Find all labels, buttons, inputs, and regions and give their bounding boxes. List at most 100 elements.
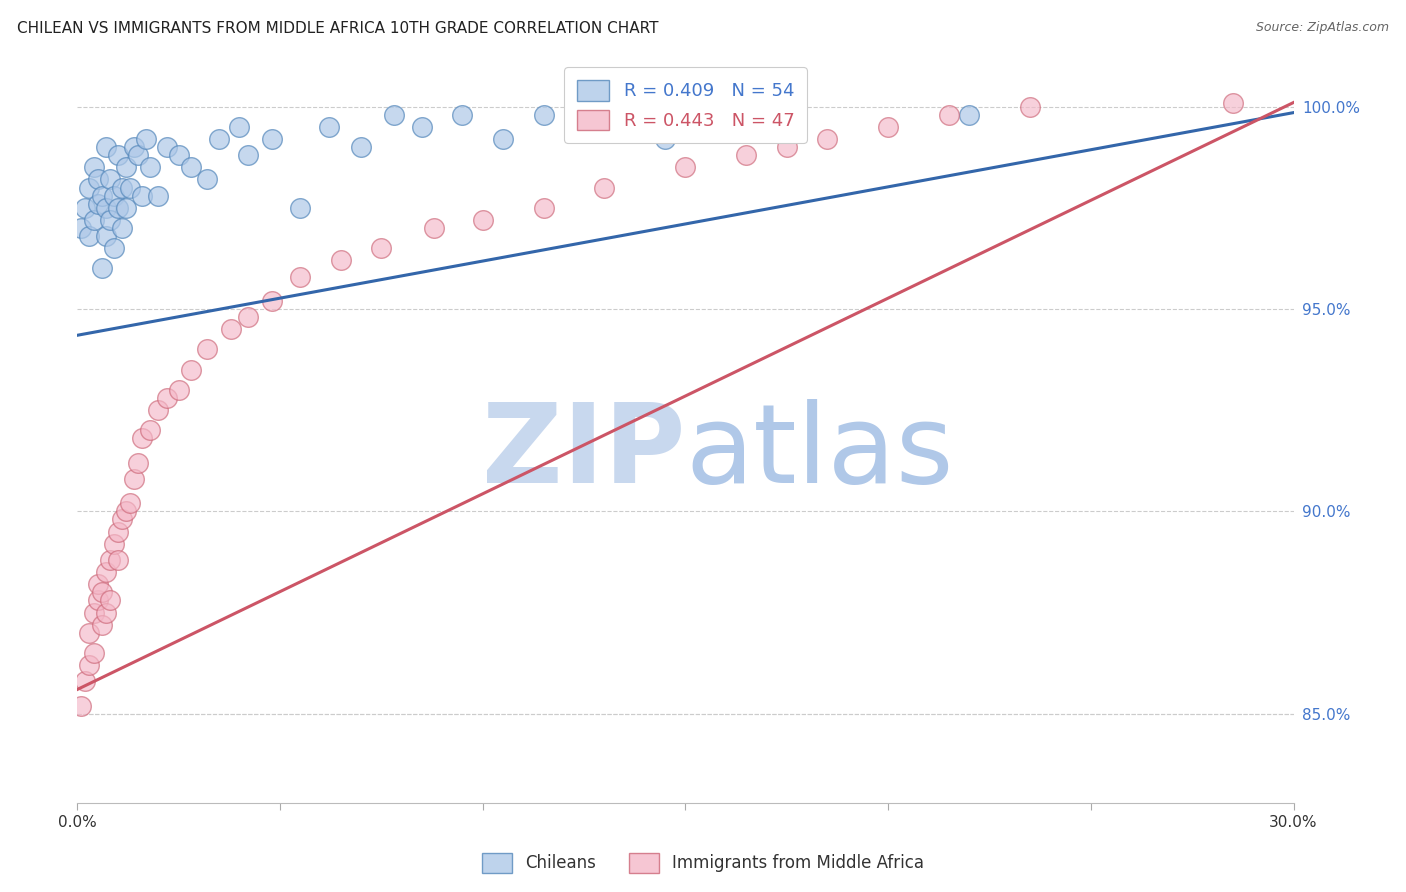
Point [572,120,595,134]
Point [329,253,352,268]
Point [90,188,112,202]
Point [139,423,162,437]
Point [533,201,555,215]
Point [370,241,392,255]
Point [122,140,145,154]
Point [86,196,108,211]
Point [75,674,97,689]
Point [90,585,112,599]
Point [70,221,93,235]
Point [83,161,105,175]
Point [83,213,105,227]
Point [86,577,108,591]
Legend: Chileans, Immigrants from Middle Africa: Chileans, Immigrants from Middle Africa [475,847,931,880]
Point [98,593,121,607]
Point [90,617,112,632]
Point [98,172,121,186]
Point [180,362,202,376]
Point [79,180,101,194]
Point [1019,99,1042,113]
Point [318,120,340,134]
Point [260,293,283,308]
Point [98,213,121,227]
Point [98,553,121,567]
Text: atlas: atlas [686,400,953,507]
Point [127,148,149,162]
Point [236,310,259,324]
Point [115,504,138,518]
Point [127,456,149,470]
Point [79,625,101,640]
Point [94,565,117,579]
Point [94,229,117,244]
Point [411,120,433,134]
Point [350,140,373,154]
Point [180,161,202,175]
Point [815,132,838,146]
Point [1222,95,1244,110]
Point [103,537,125,551]
Point [957,108,980,122]
Point [167,148,190,162]
Point [423,221,446,235]
Point [122,472,145,486]
Point [135,132,157,146]
Point [290,201,312,215]
Point [877,120,900,134]
Point [107,148,129,162]
Text: ZIP: ZIP [482,400,686,507]
Point [236,148,259,162]
Point [675,161,697,175]
Point [148,403,170,417]
Point [735,99,758,113]
Point [221,322,243,336]
Point [776,140,799,154]
Point [260,132,283,146]
Point [86,172,108,186]
Point [533,108,555,122]
Text: Source: ZipAtlas.com: Source: ZipAtlas.com [1256,21,1389,35]
Point [938,108,960,122]
Point [90,261,112,276]
Point [290,269,312,284]
Point [103,241,125,255]
Point [1121,828,1143,842]
Point [195,172,218,186]
Point [228,120,250,134]
Point [155,391,177,405]
Point [167,383,190,397]
Point [118,496,141,510]
Point [79,229,101,244]
Point [107,553,129,567]
Point [148,188,170,202]
Point [111,512,134,526]
Point [382,108,405,122]
Point [695,108,717,122]
Point [155,140,177,154]
Point [86,593,108,607]
Point [139,161,162,175]
Point [131,188,153,202]
Point [593,180,616,194]
Point [471,213,494,227]
Point [111,180,134,194]
Point [103,188,125,202]
Point [94,606,117,620]
Point [1222,828,1244,842]
Point [111,221,134,235]
Point [83,646,105,660]
Point [613,108,636,122]
Point [107,201,129,215]
Point [115,161,138,175]
Point [94,140,117,154]
Point [208,132,231,146]
Point [115,201,138,215]
Point [70,698,93,713]
Point [79,658,101,673]
Point [451,108,474,122]
Text: CHILEAN VS IMMIGRANTS FROM MIDDLE AFRICA 10TH GRADE CORRELATION CHART: CHILEAN VS IMMIGRANTS FROM MIDDLE AFRICA… [17,21,658,37]
Legend: R = 0.409   N = 54, R = 0.443   N = 47: R = 0.409 N = 54, R = 0.443 N = 47 [564,67,807,143]
Point [83,606,105,620]
Point [735,148,758,162]
Point [118,180,141,194]
